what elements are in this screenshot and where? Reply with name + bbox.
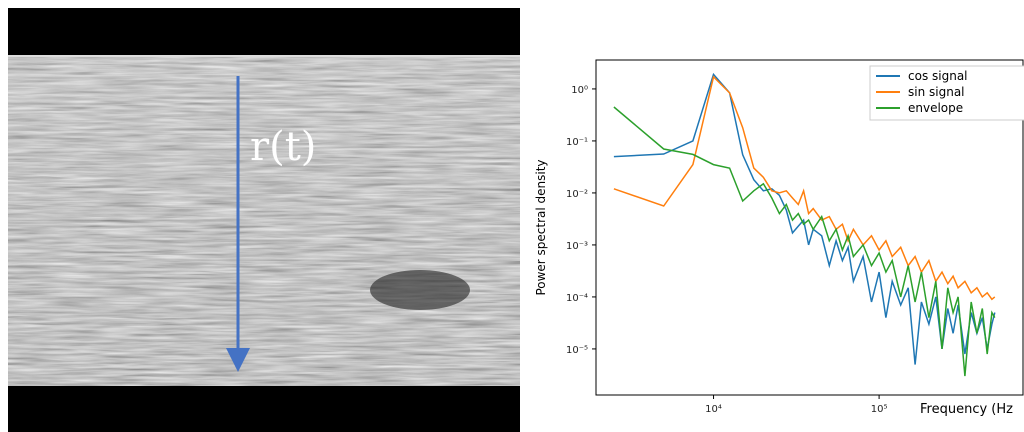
y-tick-label: 10⁻³ bbox=[566, 241, 588, 252]
ultrasound-image: r(t) bbox=[8, 8, 520, 432]
legend-label: envelope bbox=[908, 101, 963, 115]
y-tick-label: 10⁻¹ bbox=[566, 137, 588, 148]
legend-label: sin signal bbox=[908, 85, 965, 99]
y-tick-label: 10⁻⁴ bbox=[566, 293, 588, 304]
x-axis-label: Frequency (Hz bbox=[920, 402, 1013, 417]
dark-region bbox=[370, 270, 470, 310]
psd-chart: 10⁻⁵ 10⁻⁴ 10⁻³ 10⁻² 10⁻¹ 10⁰ 10⁴ 10⁵ Frequency (… bbox=[534, 60, 1024, 417]
arrow-label: r(t) bbox=[250, 124, 316, 170]
y-tick-label: 10⁻² bbox=[566, 189, 588, 200]
figure: r(t) 10⁻⁵ 10⁻⁴ 10⁻³ 10⁻² 10⁻¹ 10⁰ 10⁴ 10⁵ Freque… bbox=[0, 0, 1024, 432]
x-tick-label: 10⁵ bbox=[871, 404, 888, 415]
x-tick-label: 10⁴ bbox=[705, 404, 722, 415]
legend-label: cos signal bbox=[908, 69, 968, 83]
y-tick-label: 10⁻⁵ bbox=[566, 345, 588, 356]
ultrasound-frame bbox=[8, 56, 520, 386]
y-axis-label: Power spectral density bbox=[534, 159, 548, 295]
y-tick-label: 10⁰ bbox=[571, 85, 588, 96]
